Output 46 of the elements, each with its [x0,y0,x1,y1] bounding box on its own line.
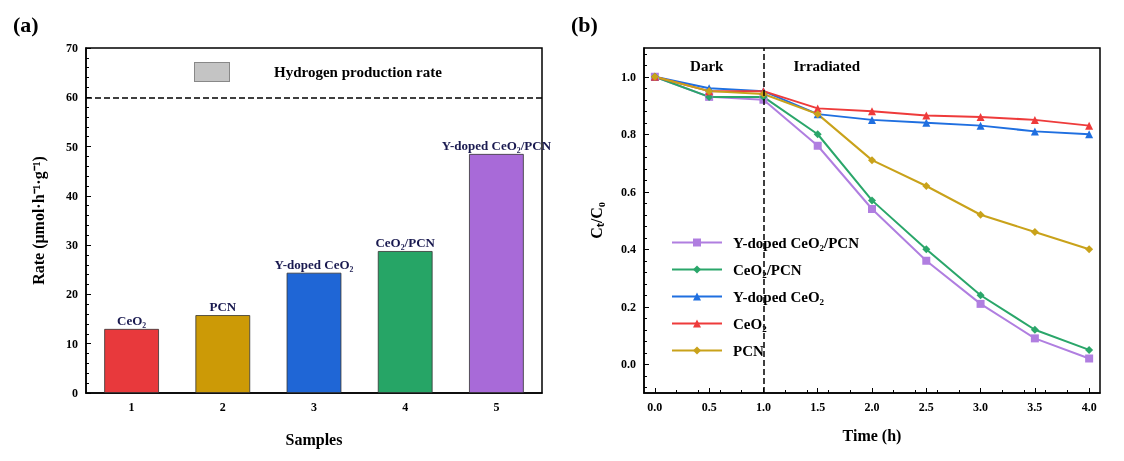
y-tick-label: 30 [66,238,78,253]
annotation: Y-doped CeO₂ [274,256,354,272]
y-tick-label: 20 [66,287,78,302]
legend-title: Hydrogen production rate [274,63,443,80]
x-tick-label: 0.0 [647,400,663,414]
annotation: CeO₂/PCN [375,235,436,251]
y-tick-label: 0.6 [621,184,636,199]
y-tick-label: 0.8 [621,127,636,142]
annotation: PCN [209,299,237,315]
x-tick-label: 4.0 [1081,400,1097,414]
x-tick-label: 3.5 [1027,400,1043,414]
y-tick-label: 40 [66,188,78,203]
x-tick-label: 4 [402,400,409,414]
y-tick-label: 0.4 [621,242,636,257]
y-tick-label: 0 [72,386,78,400]
y-axis-title: Cₜ/C₀ [587,202,605,239]
x-tick-label: 3 [311,400,317,414]
x-axis-title: Time (h) [842,426,902,445]
y-axis-title: Rate (μmol·h⁻¹·g⁻¹) [29,156,48,285]
x-tick-label: 5 [493,400,500,414]
y-tick-label: 60 [66,90,78,105]
x-tick-label: 2.0 [864,400,880,414]
y-tick-label: 10 [66,336,78,351]
annotation: Irradiated [793,57,861,74]
legend-label: Y-doped CeO₂ [733,288,825,305]
x-axis-title: Samples [285,430,343,449]
x-tick-label: 2.5 [918,400,934,414]
x-tick-label: 1 [128,400,135,414]
chart-title: (b) [571,11,598,37]
x-tick-label: 1.5 [810,400,826,414]
legend-label: Y-doped CeO₂/PCN [733,234,860,251]
legend-label: PCN [733,342,764,359]
y-tick-label: 70 [66,41,78,55]
y-tick-label: 0.0 [621,357,636,372]
x-tick-label: 2 [219,400,226,414]
x-tick-label: 3.0 [973,400,989,414]
legend-label: CeO₂ [733,315,768,332]
annotation: CeO₂ [117,312,147,328]
x-tick-label: 1.0 [755,400,771,414]
y-tick-label: 50 [66,139,78,154]
x-tick-label: 0.5 [701,400,717,414]
y-tick-label: 1.0 [621,69,636,84]
y-tick-label: 0.2 [621,299,636,314]
annotation: Dark [690,57,725,74]
legend-label: CeO₂/PCN [733,261,802,278]
chart-title: (a) [13,11,39,37]
